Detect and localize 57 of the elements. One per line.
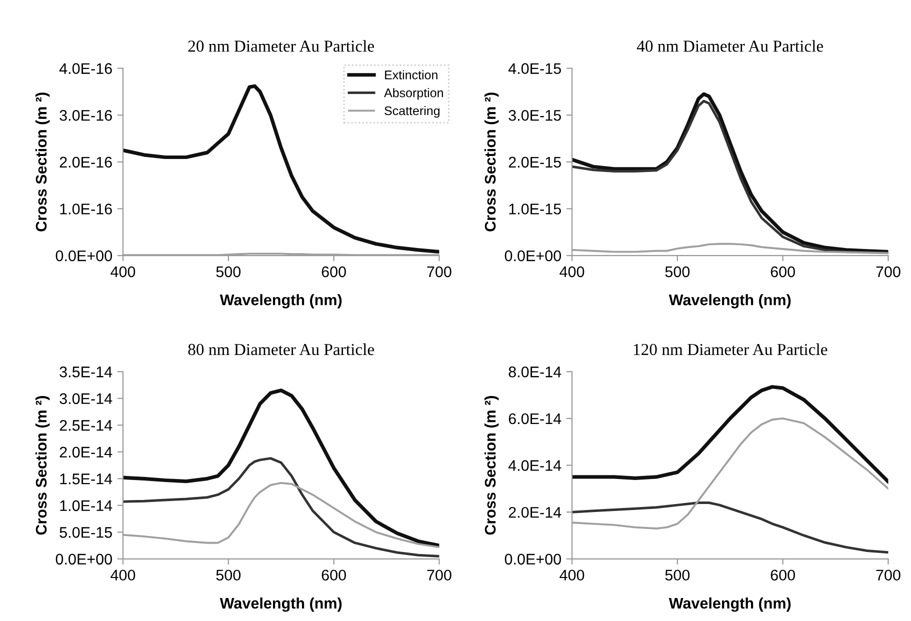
line-series	[572, 501, 888, 554]
x-tick-label: 400	[110, 266, 136, 278]
y-tick-label: 5.0E-15	[60, 527, 112, 538]
y-tick-label: 3.0E-15	[508, 110, 561, 121]
y-tick-label: 2.5E-14	[60, 420, 112, 431]
legend-label: Scattering	[384, 106, 440, 118]
y-tick-label: 1.5E-14	[60, 474, 112, 484]
y-tick-label: 3.0E-14	[60, 393, 112, 404]
y-tick-label: 0.0E+00	[56, 554, 112, 565]
x-tick-label: 400	[110, 570, 136, 581]
y-axis-title: Cross Section (m ²)	[35, 92, 50, 232]
x-tick-label: 500	[665, 266, 690, 278]
x-tick-label: 700	[876, 266, 900, 278]
x-tick-label: 700	[876, 570, 900, 581]
legend-label: Extinction	[385, 70, 438, 80]
x-tick-label: 700	[427, 266, 452, 278]
x-tick-label: 600	[322, 570, 346, 581]
y-tick-label: 4.0E-14	[508, 460, 562, 471]
x-axis-title: Wavelength (nm)	[668, 597, 791, 612]
chart-title: 20 nm Diameter Au Particle	[188, 40, 374, 52]
x-tick-label: 500	[665, 570, 690, 581]
y-axis-title: Cross Section (m ²)	[484, 396, 499, 535]
x-tick-label: 400	[560, 266, 584, 278]
y-tick-label: 0.0E+00	[504, 554, 561, 565]
y-tick-label: 1.0E-15	[509, 204, 561, 214]
y-tick-label: 3.5E-14	[60, 366, 112, 378]
y-tick-label: 3.0E-16	[60, 110, 112, 121]
y-tick-label: 1.0E-14	[60, 500, 112, 512]
y-tick-label: 6.0E-14	[508, 413, 562, 424]
x-tick-label: 600	[770, 266, 795, 278]
y-tick-label: 8.0E-14	[508, 366, 562, 378]
y-tick-label: 0.0E+00	[56, 250, 112, 262]
x-tick-label: 500	[216, 266, 241, 278]
line-series	[572, 385, 888, 484]
y-tick-label: 2.0E-14	[60, 446, 112, 458]
chart-title: 40 nm Diameter Au Particle	[636, 40, 824, 52]
line-series	[122, 388, 440, 548]
x-tick-label: 500	[216, 570, 241, 581]
y-tick-label: 2.0E-15	[508, 156, 561, 168]
x-tick-label: 400	[560, 570, 584, 581]
y-tick-label: 2.0E-14	[508, 506, 562, 518]
y-tick-label: 4.0E-16	[59, 63, 112, 74]
legend-label: Absorption	[384, 88, 443, 100]
x-axis-title: Wavelength (nm)	[220, 294, 342, 308]
y-tick-label: 4.0E-15	[508, 63, 561, 74]
chart-title: 120 nm Diameter Au Particle	[634, 343, 828, 356]
y-axis-title: Cross Section (m ²)	[484, 92, 499, 232]
y-axis-title: Cross Section (m ²)	[35, 396, 50, 535]
y-tick-label: 2.0E-16	[60, 156, 112, 168]
x-tick-label: 600	[322, 266, 346, 278]
x-tick-label: 600	[770, 570, 795, 581]
y-tick-label: 1.0E-16	[60, 204, 112, 214]
chart-title: 80 nm Diameter Au Particle	[188, 343, 374, 356]
x-tick-label: 700	[427, 570, 452, 581]
x-axis-title: Wavelength (nm)	[220, 597, 342, 612]
y-tick-label: 0.0E+00	[504, 250, 561, 262]
x-axis-title: Wavelength (nm)	[668, 294, 791, 308]
